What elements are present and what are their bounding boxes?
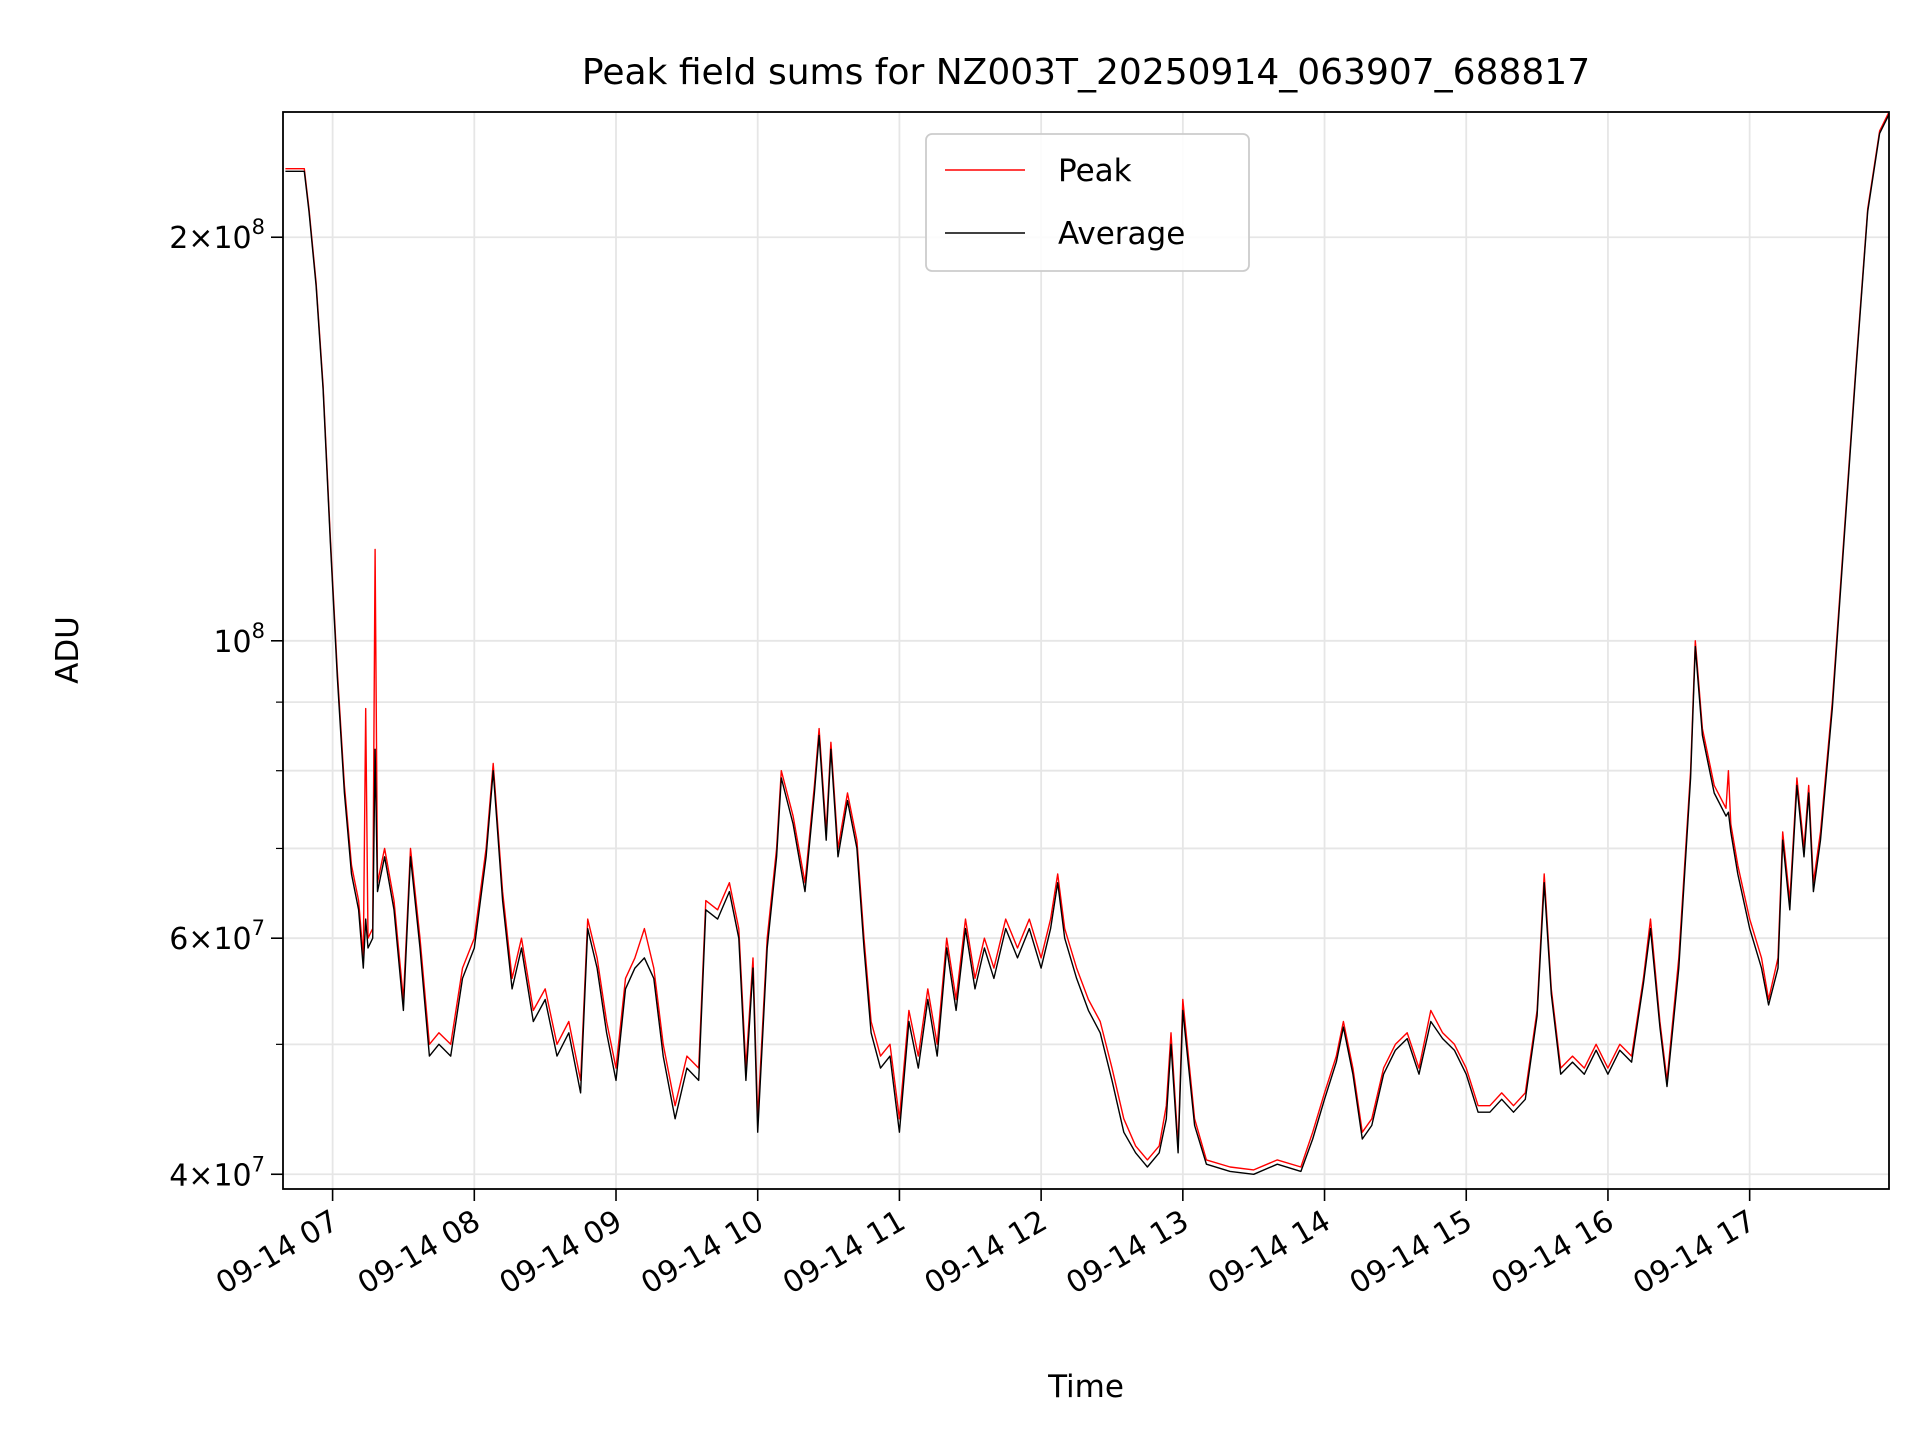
y-axis-label: ADU [50,616,86,684]
y-tick-label: 4×107 [169,1152,265,1193]
legend-average-label: Average [1058,216,1185,252]
x-axis-label: Time [1047,1369,1124,1405]
y-axis: 4×107 6×107 108 2×108 [169,215,283,1193]
legend: Peak Average [925,133,1250,272]
plot-area [285,111,1890,1176]
grid [283,112,1889,1189]
series-line-average [285,114,1890,1176]
y-tick-label: 6×107 [169,916,265,957]
legend-peak-label: Peak [1058,153,1132,189]
chart-title: Peak field sums for NZ003T_20250914_0639… [582,52,1590,93]
y-tick-label: 108 [213,619,265,660]
y-tick-label: 2×108 [169,215,265,256]
axes-frame [282,111,1890,1190]
legend-box [925,133,1250,272]
